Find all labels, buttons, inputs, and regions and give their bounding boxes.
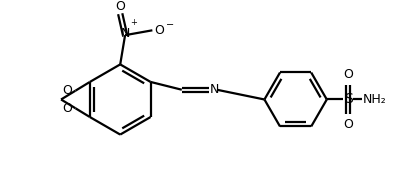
Text: N: N [210,83,219,96]
Text: O: O [63,102,72,115]
Text: O: O [343,118,353,131]
Text: O: O [63,84,72,97]
Text: S: S [344,93,353,107]
Text: NH₂: NH₂ [363,93,387,106]
Text: O: O [115,0,125,13]
Text: O: O [154,24,164,37]
Text: N: N [120,27,130,40]
Text: O: O [343,68,353,81]
Text: −: − [166,20,174,30]
Text: +: + [130,18,137,27]
